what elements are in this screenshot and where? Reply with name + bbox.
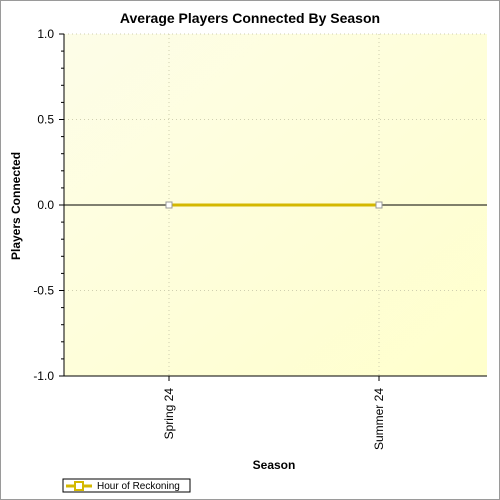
legend-box: [62, 478, 191, 493]
y-tick-label: -1.0: [33, 369, 54, 383]
chart-title: Average Players Connected By Season: [120, 10, 380, 26]
legend-point-marker: [74, 481, 84, 491]
data-point: [375, 201, 383, 209]
y-axis-label: Players Connected: [9, 152, 23, 260]
y-tick-label: 0.0: [37, 198, 54, 212]
data-point: [165, 201, 173, 209]
x-tick-labels: Spring 24 Summer 24: [162, 388, 386, 450]
legend-swatch: [66, 481, 92, 491]
data-points: [165, 201, 383, 209]
x-tick-label: Spring 24: [162, 388, 176, 440]
y-tick-label: 1.0: [37, 27, 54, 41]
axes: [59, 33, 487, 381]
x-tick-label: Summer 24: [372, 388, 386, 450]
y-tick-label: -0.5: [33, 284, 54, 298]
y-tick-label: 0.5: [37, 113, 54, 127]
legend: Hour of Reckoning: [62, 478, 191, 493]
y-tick-labels: 1.0 0.5 0.0 -0.5 -1.0: [33, 27, 54, 383]
legend-label: Hour of Reckoning: [97, 481, 180, 492]
x-axis-label: Season: [253, 458, 296, 472]
